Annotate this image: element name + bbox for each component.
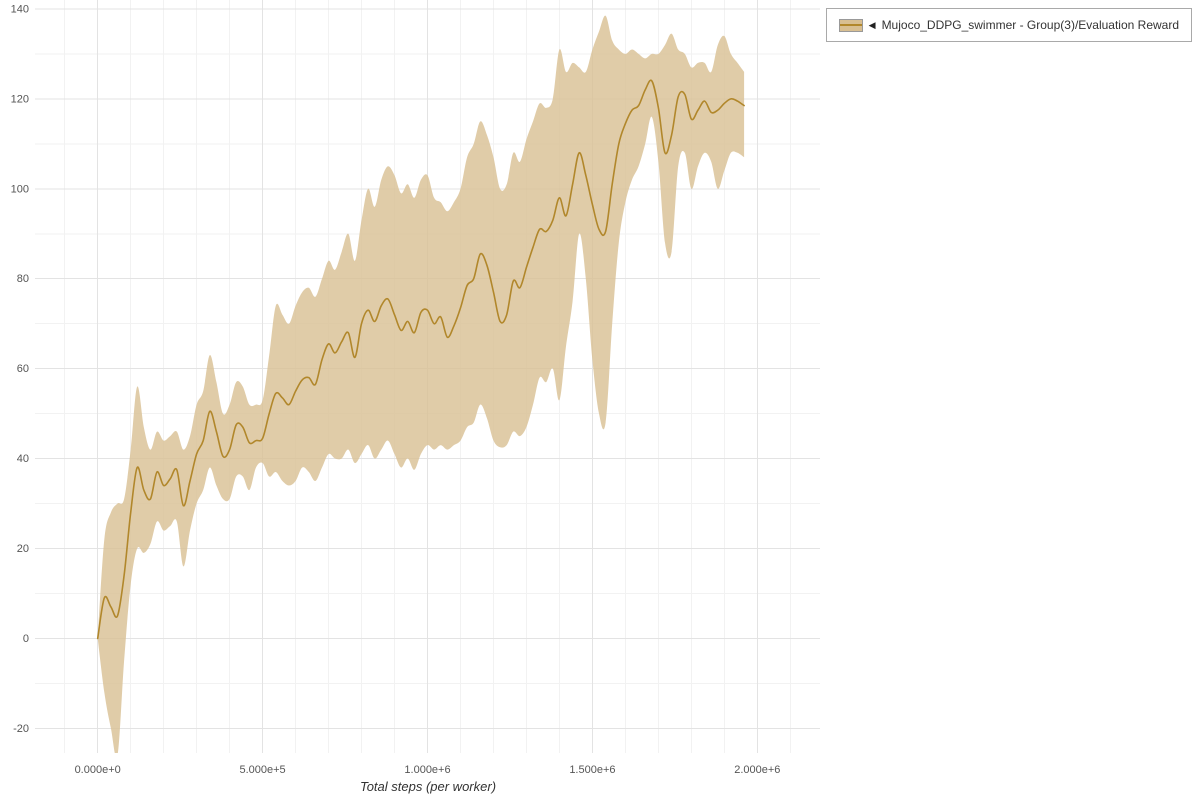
axis-tick-labels: -20 0 20 40 60 80 100 120 140 0.000e+0 5.000e+5 1.0… <box>11 3 781 776</box>
legend-collapse-icon[interactable]: ◀ <box>868 19 876 30</box>
y-tick-label: 0 <box>23 633 29 645</box>
y-tick-label: 80 <box>17 273 29 285</box>
x-axis-title: Total steps (per worker) <box>360 779 496 794</box>
confidence-band <box>97 15 745 753</box>
x-tick-label: 0.000e+0 <box>75 764 121 776</box>
y-tick-label: 40 <box>17 453 29 465</box>
legend-swatch-line-icon <box>839 24 862 26</box>
y-tick-label: 20 <box>17 543 29 555</box>
series-group <box>96 15 745 753</box>
y-tick-label: 60 <box>17 363 29 375</box>
x-tick-label: 1.500e+6 <box>569 764 615 776</box>
legend: ◀ Mujoco_DDPG_swimmer - Group(3)/Evaluat… <box>825 8 1192 42</box>
x-tick-label: 1.000e+6 <box>404 764 450 776</box>
y-tick-label: -20 <box>13 723 29 735</box>
legend-swatch-icon <box>838 18 863 32</box>
x-tick-label: 2.000e+6 <box>734 764 780 776</box>
x-tick-label: 5.000e+5 <box>239 764 285 776</box>
y-tick-label: 140 <box>11 3 29 15</box>
legend-item[interactable]: ◀ Mujoco_DDPG_swimmer - Group(3)/Evaluat… <box>838 18 1179 32</box>
legend-label: Mujoco_DDPG_swimmer - Group(3)/Evaluatio… <box>881 18 1179 32</box>
y-tick-label: 120 <box>11 93 29 105</box>
mean-line <box>96 79 745 640</box>
y-tick-label: 100 <box>11 183 29 195</box>
